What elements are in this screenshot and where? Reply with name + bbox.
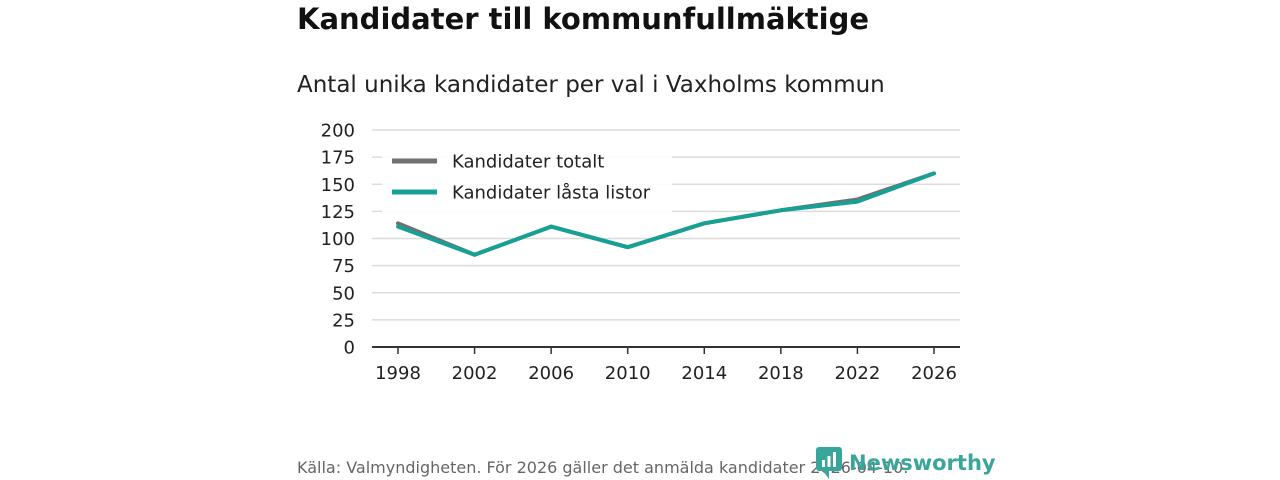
x-tick-label: 2026 bbox=[911, 363, 957, 384]
y-tick-label: 25 bbox=[332, 310, 355, 331]
brand-name: Newsworthy bbox=[849, 451, 996, 475]
x-tick-label: 1998 bbox=[375, 363, 421, 384]
x-tick-label: 2022 bbox=[835, 363, 881, 384]
y-tick-label: 50 bbox=[332, 283, 355, 304]
y-tick-label: 150 bbox=[321, 175, 355, 196]
y-tick-label: 125 bbox=[321, 202, 355, 223]
newsworthy-logo-icon bbox=[816, 447, 842, 479]
x-axis-ticks: 1998 2002 2006 2010 2014 2018 2022 2026 bbox=[375, 347, 957, 384]
source-note: Källa: Valmyndigheten. För 2026 gäller d… bbox=[297, 458, 909, 477]
brand-logo: Newsworthy bbox=[815, 446, 996, 480]
legend-label: Kandidater låsta listor bbox=[452, 183, 651, 204]
chart-subtitle: Antal unika kandidater per val i Vaxholm… bbox=[297, 72, 885, 98]
x-tick-label: 2018 bbox=[758, 363, 804, 384]
x-tick-label: 2014 bbox=[681, 363, 727, 384]
chart-title: Kandidater till kommunfullmäktige bbox=[297, 2, 870, 36]
x-tick-label: 2002 bbox=[452, 363, 498, 384]
y-tick-label: 175 bbox=[321, 148, 355, 169]
y-tick-label: 100 bbox=[321, 229, 355, 250]
y-axis-ticks: 0 25 50 75 100 125 150 175 200 bbox=[321, 121, 355, 359]
x-tick-label: 2006 bbox=[528, 363, 574, 384]
legend-label: Kandidater totalt bbox=[452, 152, 604, 173]
series-lines bbox=[396, 171, 936, 257]
y-tick-label: 0 bbox=[344, 338, 355, 359]
legend-background bbox=[382, 141, 672, 213]
legend: Kandidater totalt Kandidater låsta listor bbox=[382, 141, 672, 213]
y-tick-label: 200 bbox=[321, 121, 355, 142]
x-tick-label: 2010 bbox=[605, 363, 651, 384]
series-line-locked bbox=[396, 171, 936, 257]
y-tick-label: 75 bbox=[332, 256, 355, 277]
